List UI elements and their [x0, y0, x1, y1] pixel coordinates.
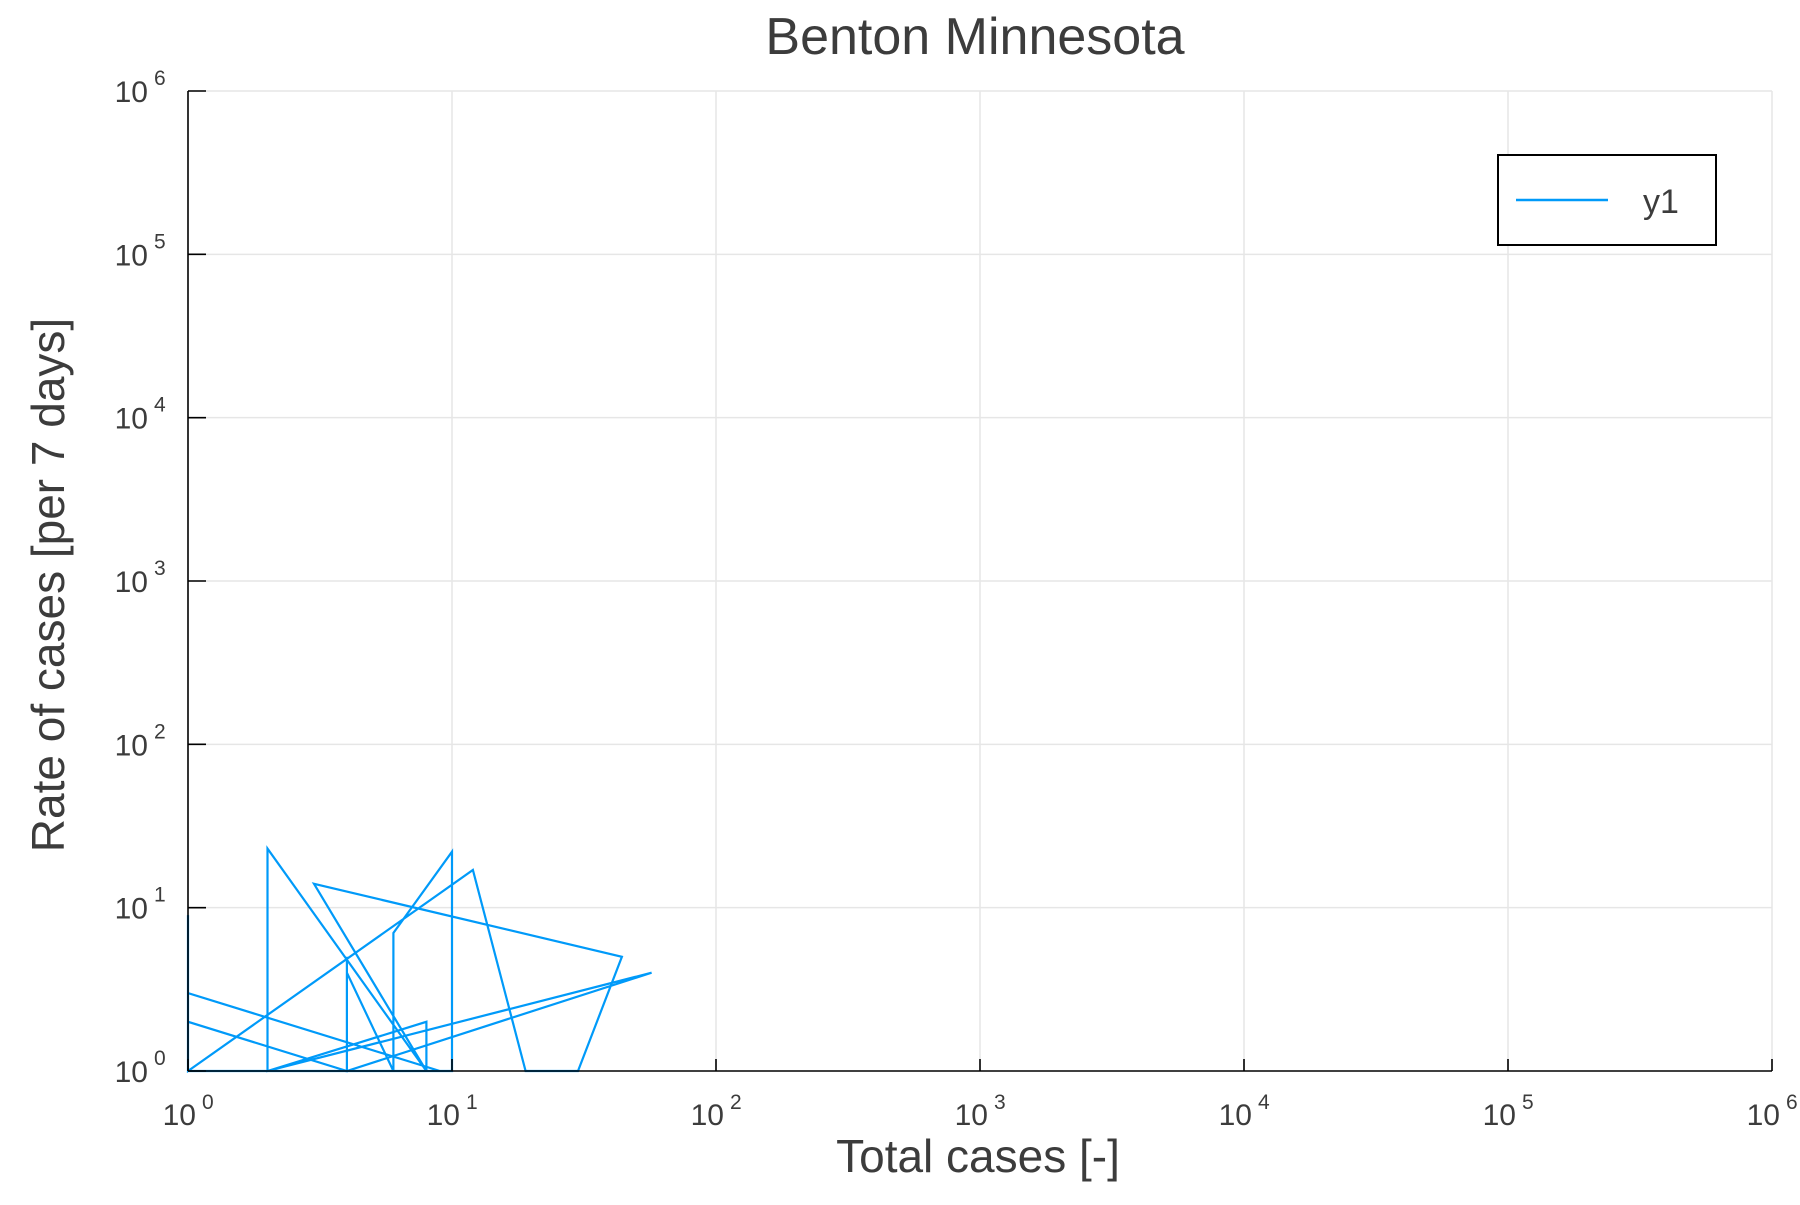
tick-labels: 10 0 10 1 10 2 10 3 10 4 10 5 10 610 010 110 210 310 410 51… — [115, 67, 1798, 1132]
legend-label-y1: y1 — [1643, 183, 1679, 221]
x-tick-label-exponent: 5 — [1522, 1091, 1534, 1114]
x-axis-label: Total cases [-] — [836, 1130, 1120, 1182]
x-tick-label-base: 10 — [427, 1099, 460, 1132]
y-tick-label-exponent: 2 — [154, 720, 166, 743]
y-tick-label: 10 0 — [115, 1047, 166, 1089]
y-tick-label-exponent: 5 — [154, 230, 166, 253]
x-tick-label-exponent: 2 — [730, 1091, 742, 1114]
y-tick-label: 10 1 — [115, 884, 166, 926]
x-tick-label-base: 10 — [955, 1099, 988, 1132]
y-tick-label-base: 10 — [115, 76, 148, 109]
y-tick-label-base: 10 — [115, 729, 148, 762]
x-tick-label-exponent: 6 — [1786, 1091, 1798, 1114]
x-tick-label-exponent: 0 — [202, 1091, 214, 1114]
x-tick-label-base: 10 — [1219, 1099, 1252, 1132]
y-tick-label: 10 4 — [115, 394, 166, 436]
y-tick-label-base: 10 — [115, 239, 148, 272]
legend: y1 — [1497, 154, 1717, 246]
x-tick-label-base: 10 — [1747, 1099, 1780, 1132]
y-tick-label-base: 10 — [115, 566, 148, 599]
y-tick-label: 10 2 — [115, 720, 166, 762]
y-tick-label-exponent: 3 — [154, 557, 166, 580]
y-tick-label-base: 10 — [115, 403, 148, 436]
x-tick-label-base: 10 — [691, 1099, 724, 1132]
y-tick-label-exponent: 1 — [154, 884, 166, 907]
y-tick-label-exponent: 0 — [154, 1047, 166, 1070]
x-tick-label-exponent: 4 — [1258, 1091, 1270, 1114]
y-axis-label: Rate of cases [per 7 days] — [22, 318, 74, 852]
y-tick-label-base: 10 — [115, 893, 148, 926]
y-tick-label: 10 3 — [115, 557, 166, 599]
x-tick-label-base: 10 — [163, 1099, 196, 1132]
x-tick-label: 10 0 — [163, 1091, 214, 1132]
grid — [188, 90, 1773, 1071]
y-tick-label: 10 6 — [115, 67, 166, 109]
x-tick-label: 10 1 — [427, 1091, 478, 1132]
x-tick-label-exponent: 1 — [466, 1091, 478, 1114]
x-tick-label: 10 2 — [691, 1091, 742, 1132]
chart-title: Benton Minnesota — [765, 8, 1184, 66]
x-tick-label-base: 10 — [1483, 1099, 1516, 1132]
y-tick-label-base: 10 — [115, 1056, 148, 1089]
y-tick-label-exponent: 4 — [154, 394, 166, 417]
x-tick-label: 10 4 — [1219, 1091, 1270, 1132]
y-tick-label-exponent: 6 — [154, 67, 166, 90]
x-tick-label: 10 5 — [1483, 1091, 1534, 1132]
x-tick-label: 10 3 — [955, 1091, 1006, 1132]
y-tick-label: 10 5 — [115, 230, 166, 272]
x-tick-label: 10 6 — [1747, 1091, 1798, 1132]
x-tick-label-exponent: 3 — [994, 1091, 1006, 1114]
